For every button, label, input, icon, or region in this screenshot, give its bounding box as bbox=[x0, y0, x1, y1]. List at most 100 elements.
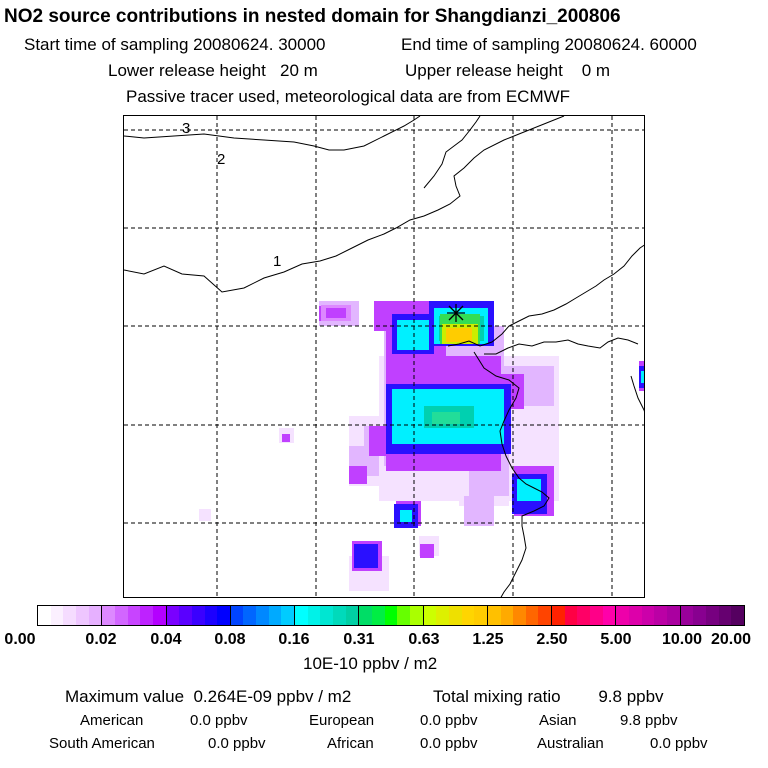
color-scale-cell bbox=[680, 606, 694, 625]
color-scale-cell bbox=[243, 606, 257, 625]
color-scale-cell bbox=[705, 606, 719, 625]
color-scale-cell bbox=[641, 606, 655, 625]
color-scale-segment bbox=[680, 606, 744, 625]
color-scale-segment bbox=[166, 606, 231, 625]
star-marker bbox=[447, 304, 465, 322]
color-scale-segment bbox=[230, 606, 296, 625]
color-scale-cell bbox=[474, 606, 487, 625]
color-scale-cell bbox=[50, 606, 64, 625]
color-scale-cell bbox=[114, 606, 128, 625]
region-asian-value: 9.8 ppbv bbox=[620, 712, 678, 729]
color-scale-cell bbox=[461, 606, 475, 625]
scale-tick-label: 0.08 bbox=[214, 631, 246, 648]
region-asian-label: Asian bbox=[539, 712, 577, 729]
color-scale-segment bbox=[487, 606, 553, 625]
color-scale-cell bbox=[75, 606, 89, 625]
color-scale-cell bbox=[384, 606, 398, 625]
color-scale-segment bbox=[616, 606, 681, 625]
region-european-label: European bbox=[309, 712, 375, 729]
color-scale-cell bbox=[204, 606, 218, 625]
color-scale-cell bbox=[320, 606, 334, 625]
color-scale-cell bbox=[693, 606, 706, 625]
scale-tick-label: 0.16 bbox=[278, 631, 310, 648]
color-scale-cell bbox=[629, 606, 642, 625]
contour-label-3: 3 bbox=[182, 120, 190, 137]
region-south-american-value: 0.0 ppbv bbox=[208, 735, 266, 752]
color-scale-cell bbox=[179, 606, 192, 625]
color-scale-cell bbox=[577, 606, 591, 625]
lat-lon-grid bbox=[124, 116, 644, 597]
color-scale-cell bbox=[166, 606, 180, 625]
color-scale-cell bbox=[500, 606, 514, 625]
color-scale-cell bbox=[102, 606, 115, 625]
map-panel: 3 2 1 bbox=[123, 115, 645, 598]
color-scale-cell bbox=[718, 606, 732, 625]
color-scale-cell bbox=[513, 606, 526, 625]
color-scale-cell bbox=[191, 606, 205, 625]
color-scale-cell bbox=[295, 606, 308, 625]
region-american-value: 0.0 ppbv bbox=[190, 712, 248, 729]
color-scale-bar bbox=[37, 605, 745, 626]
color-scale-cell bbox=[127, 606, 141, 625]
color-scale-cell bbox=[256, 606, 269, 625]
total-mixing-ratio: Total mixing ratio 9.8 ppbv bbox=[433, 687, 664, 706]
color-scale-segment bbox=[295, 606, 360, 625]
color-scale-cell bbox=[564, 606, 578, 625]
end-time: End time of sampling 20080624. 60000 bbox=[401, 35, 697, 54]
color-scale-cell bbox=[217, 606, 230, 625]
color-scale-cell bbox=[423, 606, 437, 625]
region-australian-value: 0.0 ppbv bbox=[650, 735, 708, 752]
color-scale-cell bbox=[731, 606, 744, 625]
contour-label-2: 2 bbox=[217, 151, 225, 168]
region-european-value: 0.0 ppbv bbox=[420, 712, 478, 729]
contour-label-1: 1 bbox=[273, 253, 281, 270]
region-american-label: American bbox=[80, 712, 144, 729]
color-scale-cell bbox=[538, 606, 552, 625]
lower-release-height: Lower release height 20 m bbox=[108, 61, 318, 80]
color-scale-segment bbox=[423, 606, 488, 625]
scale-tick-label: 0.02 bbox=[85, 631, 117, 648]
region-australian-label: Australian bbox=[537, 735, 604, 752]
color-scale-cell bbox=[448, 606, 462, 625]
color-scale-cell bbox=[63, 606, 76, 625]
color-scale-cell bbox=[436, 606, 449, 625]
color-scale-cell bbox=[333, 606, 346, 625]
color-scale-segment bbox=[552, 606, 617, 625]
color-scale-cell bbox=[88, 606, 102, 625]
color-scale-cell bbox=[397, 606, 410, 625]
color-scale-cell bbox=[616, 606, 630, 625]
start-time: Start time of sampling 20080624. 30000 bbox=[24, 35, 326, 54]
upper-release-height: Upper release height 0 m bbox=[405, 61, 611, 80]
color-scale-cell bbox=[667, 606, 680, 625]
color-scale-cell bbox=[371, 606, 385, 625]
scale-tick-label: 5.00 bbox=[600, 631, 632, 648]
scale-tick-label: 20.00 bbox=[710, 631, 752, 648]
color-scale-segment bbox=[359, 606, 424, 625]
color-scale-cell bbox=[359, 606, 372, 625]
color-scale-segment bbox=[38, 606, 103, 625]
color-scale-cell bbox=[409, 606, 423, 625]
color-scale-cell bbox=[230, 606, 244, 625]
region-african-label: African bbox=[327, 735, 374, 752]
color-scale-cell bbox=[38, 606, 51, 625]
coastlines bbox=[124, 116, 644, 597]
color-scale-segment bbox=[102, 606, 167, 625]
color-scale-cell bbox=[525, 606, 539, 625]
scale-tick-label: 0.00 bbox=[4, 631, 36, 648]
scale-tick-label: 0.04 bbox=[150, 631, 182, 648]
map-canvas: 3 2 1 bbox=[124, 116, 644, 597]
region-african-value: 0.0 ppbv bbox=[420, 735, 478, 752]
color-scale-cell bbox=[281, 606, 295, 625]
plot-title: NO2 source contributions in nested domai… bbox=[4, 6, 621, 27]
scale-tick-label: 1.25 bbox=[472, 631, 504, 648]
scale-tick-label: 0.31 bbox=[343, 631, 375, 648]
scale-tick-label: 0.63 bbox=[408, 631, 440, 648]
color-scale-cell bbox=[152, 606, 166, 625]
color-scale-cell bbox=[268, 606, 282, 625]
color-scale-cell bbox=[590, 606, 603, 625]
scale-unit: 10E-10 ppbv / m2 bbox=[303, 654, 438, 673]
color-scale-cell bbox=[602, 606, 616, 625]
color-scale-cell bbox=[552, 606, 565, 625]
color-scale-cell bbox=[345, 606, 359, 625]
scale-tick-label: 2.50 bbox=[536, 631, 568, 648]
